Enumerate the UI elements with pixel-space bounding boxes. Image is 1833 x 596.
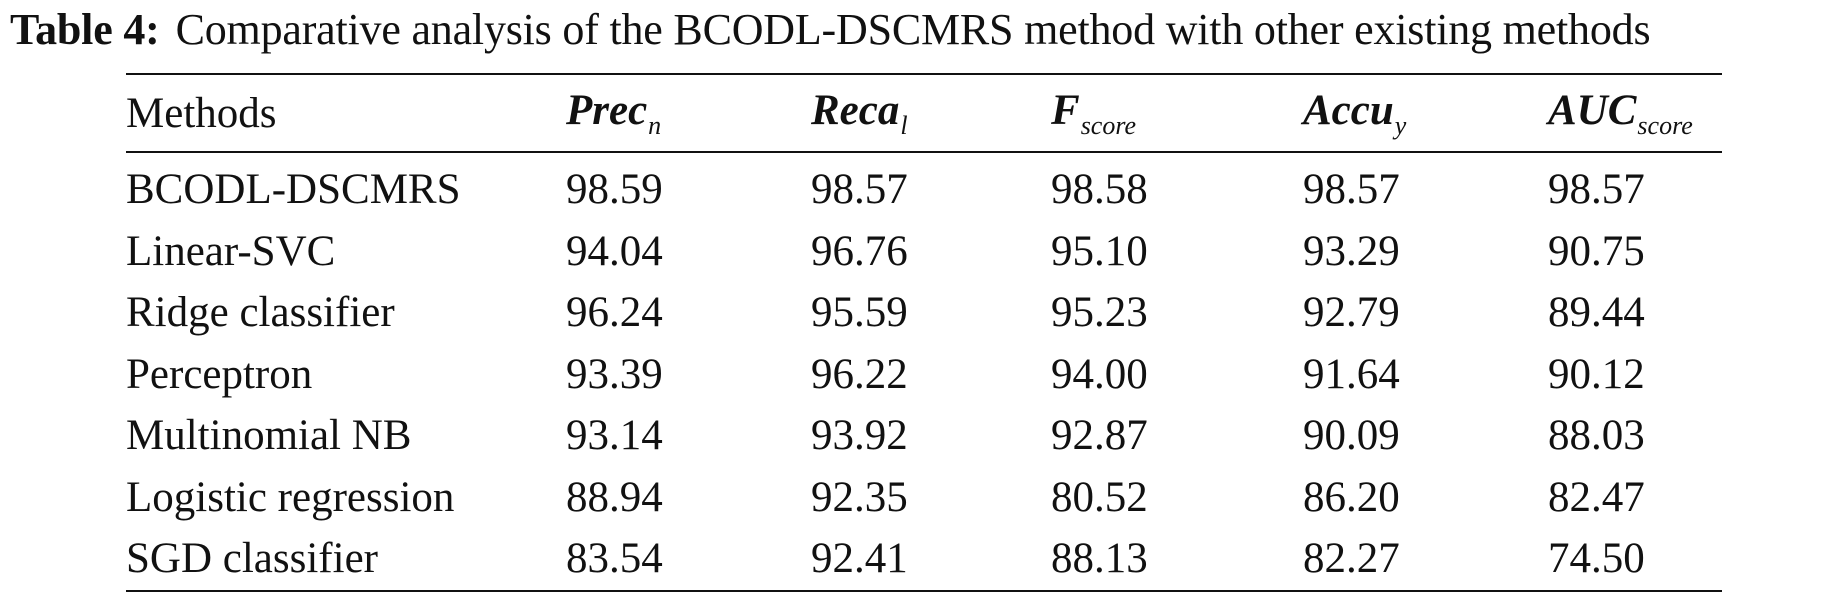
cell-method: Ridge classifier: [126, 289, 395, 337]
cell-accuracy: 82.27: [1303, 535, 1400, 583]
cell-precision: 94.04: [566, 227, 663, 275]
cell-accuracy: 98.57: [1303, 166, 1400, 214]
cell-recall: 93.92: [811, 412, 908, 460]
cell-method: SGD classifier: [126, 535, 378, 583]
cell-recall: 96.22: [811, 350, 908, 398]
cell-precision: 88.94: [566, 473, 663, 521]
cell-recall: 95.59: [811, 289, 908, 337]
cell-auc: 98.57: [1548, 166, 1645, 214]
header-precision-sub: n: [648, 110, 662, 140]
comparison-table: Methods Precn Recal Fscore Accuy AUCscor…: [126, 73, 1722, 592]
header-auc-main: AUC: [1548, 86, 1637, 134]
cell-method: Perceptron: [126, 350, 313, 398]
table-caption: Table 4: Comparative analysis of the BCOD…: [10, 4, 1833, 56]
table-row: BCODL-DSCMRS 98.59 98.57 98.58 98.57 98.…: [126, 152, 1722, 221]
cell-precision: 96.24: [566, 289, 663, 337]
header-fscore-sub: score: [1080, 110, 1137, 140]
cell-accuracy: 86.20: [1303, 473, 1400, 521]
header-precision-main: Prec: [566, 86, 648, 134]
cell-accuracy: 92.79: [1303, 289, 1400, 337]
cell-method: BCODL-DSCMRS: [126, 166, 461, 214]
cell-recall: 92.41: [811, 535, 908, 583]
table-row: Multinomial NB 93.14 93.92 92.87 90.09 8…: [126, 405, 1722, 467]
cell-auc: 90.75: [1548, 227, 1645, 275]
header-auc-sub: score: [1637, 110, 1693, 140]
cell-precision: 98.59: [566, 166, 663, 214]
table-caption-label: Table 4:: [10, 5, 160, 54]
header-recall: Recal: [811, 74, 1051, 152]
table-row: Perceptron 93.39 96.22 94.00 91.64 90.12: [126, 344, 1722, 406]
comparison-table-container: Methods Precn Recal Fscore Accuy AUCscor…: [126, 73, 1722, 592]
table-row: Ridge classifier 96.24 95.59 95.23 92.79…: [126, 282, 1722, 344]
cell-fscore: 98.58: [1051, 166, 1148, 214]
cell-recall: 92.35: [811, 473, 908, 521]
header-methods: Methods: [126, 89, 277, 137]
cell-precision: 93.14: [566, 412, 663, 460]
header-recall-main: Reca: [811, 86, 900, 134]
cell-accuracy: 91.64: [1303, 350, 1400, 398]
cell-fscore: 88.13: [1051, 535, 1148, 583]
table-caption-text: Comparative analysis of the BCODL-DSCMRS…: [175, 5, 1651, 54]
cell-fscore: 94.00: [1051, 350, 1148, 398]
header-recall-sub: l: [900, 110, 908, 140]
cell-recall: 96.76: [811, 227, 908, 275]
table-row: Linear-SVC 94.04 96.76 95.10 93.29 90.75: [126, 221, 1722, 283]
cell-recall: 98.57: [811, 166, 908, 214]
cell-auc: 89.44: [1548, 289, 1645, 337]
cell-precision: 93.39: [566, 350, 663, 398]
cell-fscore: 80.52: [1051, 473, 1148, 521]
cell-method: Logistic regression: [126, 473, 455, 521]
cell-precision: 83.54: [566, 535, 663, 583]
cell-auc: 82.47: [1548, 473, 1645, 521]
table-row: SGD classifier 83.54 92.41 88.13 82.27 7…: [126, 528, 1722, 591]
cell-fscore: 92.87: [1051, 412, 1148, 460]
table-row: Logistic regression 88.94 92.35 80.52 86…: [126, 467, 1722, 529]
cell-auc: 88.03: [1548, 412, 1645, 460]
header-accuracy-sub: y: [1394, 110, 1407, 140]
cell-auc: 74.50: [1548, 535, 1645, 583]
cell-method: Multinomial NB: [126, 412, 412, 460]
cell-fscore: 95.23: [1051, 289, 1148, 337]
table-header: Methods Precn Recal Fscore Accuy AUCscor…: [126, 74, 1722, 152]
cell-accuracy: 93.29: [1303, 227, 1400, 275]
cell-method: Linear-SVC: [126, 227, 336, 275]
header-fscore: Fscore: [1051, 74, 1303, 152]
header-precision: Precn: [566, 74, 811, 152]
cell-accuracy: 90.09: [1303, 412, 1400, 460]
cell-auc: 90.12: [1548, 350, 1645, 398]
header-accuracy-main: Accu: [1303, 86, 1394, 134]
cell-fscore: 95.10: [1051, 227, 1148, 275]
table-body: BCODL-DSCMRS 98.59 98.57 98.58 98.57 98.…: [126, 152, 1722, 591]
header-auc: AUCscore: [1548, 74, 1722, 152]
header-accuracy: Accuy: [1303, 74, 1548, 152]
header-row: Methods Precn Recal Fscore Accuy AUCscor…: [126, 74, 1722, 152]
header-fscore-main: F: [1051, 86, 1080, 134]
